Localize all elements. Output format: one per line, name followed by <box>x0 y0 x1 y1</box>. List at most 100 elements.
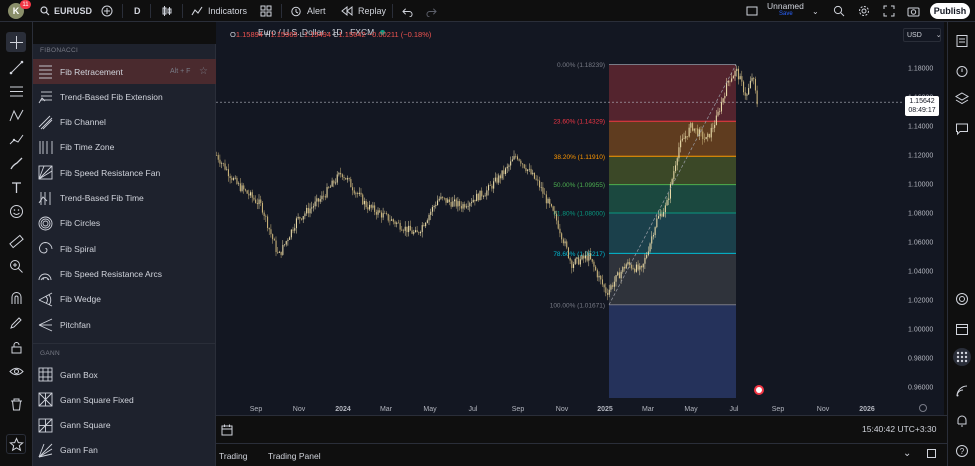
notifications-button[interactable] <box>953 412 971 430</box>
hotlists-button[interactable] <box>953 290 971 308</box>
menu-item-fib-channel[interactable]: Fib Channel <box>33 110 216 135</box>
products-button[interactable] <box>953 348 971 366</box>
menu-item-fib-retracement[interactable]: Fib Retracement Alt + F ☆ <box>33 59 216 84</box>
redo-button[interactable] <box>426 0 437 22</box>
calendar-button[interactable] <box>953 320 971 338</box>
menu-item-fib-spiral[interactable]: Fib Spiral <box>33 236 216 261</box>
replay-button[interactable]: Replay <box>341 0 386 22</box>
candle-body <box>268 227 270 230</box>
magnet-tool[interactable] <box>6 288 26 308</box>
candle-body <box>464 204 466 208</box>
chevron-down-icon[interactable]: ⌄ <box>903 448 912 459</box>
menu-item-fib-time-zone[interactable]: Fib Time Zone <box>33 135 216 160</box>
chart-canvas[interactable]: 0.00% (1.18239) 23.60% (1.14329) 38.20% (1… <box>216 22 944 415</box>
candle-body <box>743 81 745 93</box>
candle-body <box>573 264 575 268</box>
pattern-tools-group[interactable] <box>6 105 26 125</box>
chats-button[interactable] <box>953 120 971 138</box>
zoom-in-tool[interactable] <box>6 256 26 276</box>
pencil-lock-icon <box>9 316 22 329</box>
quick-search-button[interactable] <box>833 0 845 22</box>
fib-trend-line[interactable] <box>608 64 737 305</box>
tab-trading-panel[interactable]: Trading Panel <box>268 451 321 461</box>
remove-drawings-tool[interactable] <box>6 394 26 414</box>
indicators-button[interactable]: Indicators <box>191 0 247 22</box>
calendar-range-icon[interactable] <box>221 424 233 436</box>
divider <box>392 4 393 18</box>
measure-tool[interactable] <box>6 231 26 251</box>
candle-body <box>418 232 420 234</box>
candle-body <box>389 220 391 222</box>
top-toolbar: K 11 EURUSD D Indicators Alert Replay Un… <box>0 0 975 22</box>
legend-symbol-title[interactable]: Euro / U.S. Dollar · 1D · FXCM <box>258 27 375 37</box>
fib-tools-group[interactable] <box>6 81 26 101</box>
alert-button[interactable]: Alert <box>290 0 326 22</box>
candle-body <box>489 185 491 186</box>
candle-body <box>233 178 235 180</box>
watchlist-button[interactable] <box>953 32 971 50</box>
hide-drawings-tool[interactable] <box>6 361 26 381</box>
chart-type-button[interactable] <box>161 0 173 22</box>
menu-item-fib-speed-resistance-fan[interactable]: Fib Speed Resistance Fan <box>33 160 216 185</box>
candle-body <box>243 185 245 190</box>
trend-line-icon <box>9 60 23 74</box>
settings-button[interactable] <box>858 0 870 22</box>
fullscreen-button[interactable] <box>883 0 895 22</box>
time-tick-label: 2025 <box>597 406 613 413</box>
undo-button[interactable] <box>402 0 413 22</box>
candle-body <box>304 213 306 217</box>
layout-name-button[interactable]: Unnamed Save <box>767 0 804 20</box>
menu-item-pitchfan[interactable]: Pitchfan <box>33 312 216 337</box>
symbol-search[interactable]: EURUSD <box>40 0 92 22</box>
layout-dropdown-button[interactable]: ⌄ <box>812 0 819 22</box>
publish-button[interactable]: Publish <box>930 3 970 19</box>
layout-checkbox[interactable] <box>746 0 758 22</box>
menu-item-fib-wedge[interactable]: Fib Wedge <box>33 287 216 312</box>
help-button[interactable]: ? <box>953 442 971 460</box>
maximize-panel-icon[interactable] <box>927 449 936 458</box>
layouts-button[interactable] <box>260 0 272 22</box>
candle-body <box>297 216 299 219</box>
candle-body <box>216 155 218 156</box>
snapshot-button[interactable] <box>907 0 920 22</box>
menu-item-fib-circles[interactable]: Fib Circles <box>33 211 216 236</box>
menu-item-label: Fib Circles <box>60 218 101 229</box>
star-icon[interactable]: ☆ <box>199 66 208 77</box>
candle-body <box>595 266 597 271</box>
forecast-tools-group[interactable] <box>6 129 26 149</box>
crosshair-tool[interactable] <box>6 32 26 52</box>
candle-body <box>675 165 677 172</box>
menu-item-gann-square[interactable]: Gann Square <box>33 413 216 438</box>
candle-body <box>692 123 694 131</box>
chart-pane[interactable]: 0.00% (1.18239) 23.60% (1.14329) 38.20% (1… <box>216 22 944 415</box>
trend-line-tool[interactable] <box>6 57 26 77</box>
favorites-tool[interactable] <box>6 434 26 454</box>
emoji-tool[interactable] <box>6 201 26 221</box>
candle-body <box>518 159 520 161</box>
text-tool[interactable] <box>6 177 26 197</box>
gear-icon[interactable] <box>919 404 927 412</box>
menu-item-gann-box[interactable]: Gann Box <box>33 362 216 387</box>
clock-timezone[interactable]: 15:40:42 UTC+3:30 <box>862 424 937 434</box>
brush-tools-group[interactable] <box>6 153 26 173</box>
stay-drawing-tool[interactable] <box>6 312 26 332</box>
alerts-panel-button[interactable] <box>953 62 971 80</box>
candle-body <box>605 287 607 294</box>
fib-zone <box>609 213 736 254</box>
candle-body <box>386 213 388 214</box>
candle-body <box>737 68 739 80</box>
menu-item-fib-speed-resistance-arcs[interactable]: Fib Speed Resistance Arcs <box>33 261 216 286</box>
menu-item-trend-based-fib-extension[interactable]: Trend-Based Fib Extension <box>33 84 216 109</box>
menu-item-gann-square-fixed[interactable]: Gann Square Fixed <box>33 387 216 412</box>
object-tree-button[interactable] <box>953 90 971 108</box>
tab-trading[interactable]: Trading <box>219 451 248 461</box>
lock-drawings-tool[interactable] <box>6 337 26 357</box>
menu-item-gann-fan[interactable]: Gann Fan <box>33 438 216 463</box>
menu-item-trend-based-fib-time[interactable]: Trend-Based Fib Time <box>33 186 216 211</box>
interval-button[interactable]: D <box>134 0 141 22</box>
data-window-button[interactable] <box>953 382 971 400</box>
candle-body <box>471 202 473 204</box>
compare-button[interactable] <box>101 0 113 22</box>
currency-selector[interactable]: USD ⌄ <box>903 28 942 42</box>
chevron-down-icon: ⌄ <box>935 32 942 39</box>
